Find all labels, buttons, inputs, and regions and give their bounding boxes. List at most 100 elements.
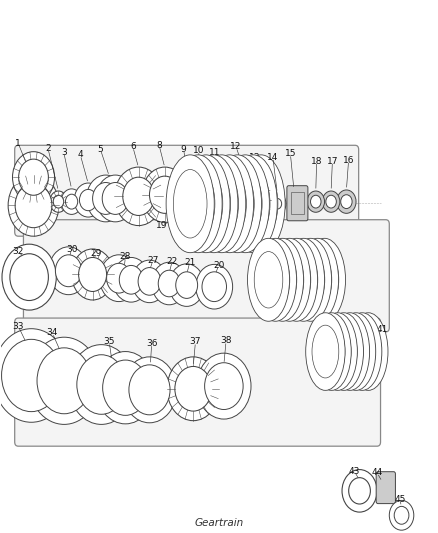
Ellipse shape <box>189 155 237 253</box>
Text: 3: 3 <box>61 148 67 157</box>
Circle shape <box>68 345 134 424</box>
Ellipse shape <box>254 238 296 321</box>
Circle shape <box>0 329 70 422</box>
Circle shape <box>306 191 324 212</box>
Circle shape <box>196 353 251 419</box>
Circle shape <box>114 167 162 225</box>
Text: 22: 22 <box>166 257 177 265</box>
Text: 14: 14 <box>267 153 278 162</box>
Text: 18: 18 <box>310 157 321 166</box>
FancyBboxPatch shape <box>286 185 307 221</box>
Circle shape <box>96 175 134 222</box>
Circle shape <box>49 191 67 212</box>
Circle shape <box>78 257 106 292</box>
Ellipse shape <box>237 155 285 253</box>
Circle shape <box>336 190 355 213</box>
Circle shape <box>169 264 204 306</box>
Ellipse shape <box>189 169 222 238</box>
Circle shape <box>18 159 48 195</box>
Circle shape <box>113 257 149 302</box>
Ellipse shape <box>303 238 345 321</box>
Circle shape <box>28 337 100 424</box>
Ellipse shape <box>205 169 238 238</box>
Ellipse shape <box>254 252 282 308</box>
Circle shape <box>95 352 155 424</box>
Circle shape <box>12 152 54 203</box>
Ellipse shape <box>212 169 246 238</box>
Ellipse shape <box>205 155 253 253</box>
Ellipse shape <box>317 313 357 390</box>
Circle shape <box>253 198 265 213</box>
Text: 35: 35 <box>103 337 115 346</box>
Circle shape <box>92 182 119 214</box>
Circle shape <box>142 167 187 222</box>
Text: 44: 44 <box>371 469 382 477</box>
Ellipse shape <box>236 169 269 238</box>
Circle shape <box>268 193 286 214</box>
Text: 38: 38 <box>220 336 231 345</box>
Text: 17: 17 <box>326 157 337 166</box>
Text: 12: 12 <box>230 142 241 151</box>
Text: Geartrain: Geartrain <box>194 518 244 528</box>
Text: 11: 11 <box>209 148 220 157</box>
Circle shape <box>195 264 232 309</box>
Text: 42: 42 <box>319 253 330 261</box>
Text: 21: 21 <box>184 258 195 266</box>
Ellipse shape <box>275 252 303 308</box>
Circle shape <box>123 177 154 215</box>
Text: 27: 27 <box>147 256 158 264</box>
Ellipse shape <box>173 155 222 253</box>
Circle shape <box>102 360 148 415</box>
Ellipse shape <box>310 252 338 308</box>
Ellipse shape <box>296 252 324 308</box>
Circle shape <box>79 189 97 211</box>
FancyBboxPatch shape <box>375 472 395 504</box>
Text: 29: 29 <box>90 249 102 258</box>
Ellipse shape <box>282 252 310 308</box>
Ellipse shape <box>296 238 338 321</box>
Circle shape <box>149 176 180 213</box>
FancyBboxPatch shape <box>14 318 380 446</box>
Circle shape <box>310 195 320 208</box>
FancyBboxPatch shape <box>23 220 389 332</box>
Circle shape <box>37 348 91 414</box>
Text: 36: 36 <box>145 339 157 348</box>
Circle shape <box>223 176 261 223</box>
Ellipse shape <box>329 313 369 390</box>
Circle shape <box>2 244 56 310</box>
Circle shape <box>15 183 52 228</box>
Circle shape <box>158 270 180 297</box>
Circle shape <box>174 367 211 411</box>
Ellipse shape <box>324 325 350 378</box>
Circle shape <box>119 265 143 294</box>
Text: 1: 1 <box>15 139 21 148</box>
Text: 13: 13 <box>248 153 260 162</box>
Ellipse shape <box>181 169 215 238</box>
Circle shape <box>249 192 270 218</box>
Circle shape <box>2 340 61 411</box>
Ellipse shape <box>348 325 374 378</box>
Text: 33: 33 <box>12 321 24 330</box>
Text: 20: 20 <box>212 261 224 270</box>
Ellipse shape <box>213 155 261 253</box>
Circle shape <box>74 183 102 217</box>
Circle shape <box>129 365 170 415</box>
Ellipse shape <box>336 325 363 378</box>
Ellipse shape <box>354 325 381 378</box>
Circle shape <box>192 185 211 209</box>
Ellipse shape <box>330 325 357 378</box>
Circle shape <box>138 268 160 295</box>
Text: 30: 30 <box>66 245 77 254</box>
Ellipse shape <box>305 313 344 390</box>
Circle shape <box>210 189 226 208</box>
Ellipse shape <box>289 252 317 308</box>
Text: 45: 45 <box>393 495 405 504</box>
Ellipse shape <box>173 169 207 238</box>
Text: 5: 5 <box>97 145 103 154</box>
Ellipse shape <box>268 238 310 321</box>
Circle shape <box>61 189 82 214</box>
Circle shape <box>102 182 128 214</box>
Circle shape <box>340 195 351 208</box>
Circle shape <box>99 255 138 302</box>
Circle shape <box>166 357 219 421</box>
